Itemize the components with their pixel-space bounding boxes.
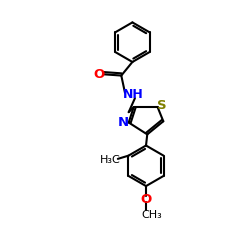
Text: CH₃: CH₃ <box>142 210 163 220</box>
Text: N: N <box>118 116 129 128</box>
Text: S: S <box>157 99 167 112</box>
Text: O: O <box>94 68 105 81</box>
Text: O: O <box>140 193 152 206</box>
Text: NH: NH <box>122 88 143 101</box>
Text: H₃C: H₃C <box>100 155 120 165</box>
